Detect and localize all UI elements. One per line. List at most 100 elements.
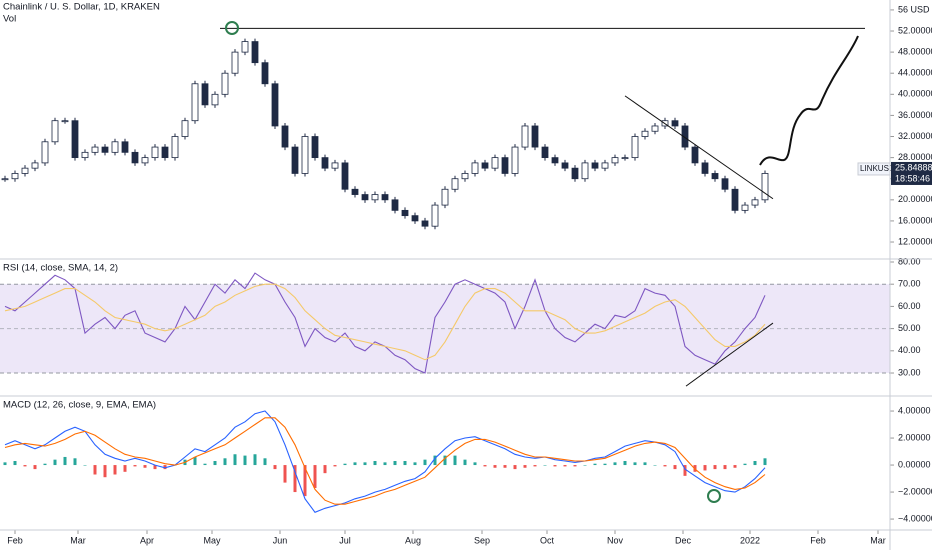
histogram-bar	[643, 462, 647, 466]
candle-body	[281, 125, 289, 148]
candle-body	[551, 157, 559, 164]
y-tick-label: 56 USD	[898, 4, 930, 14]
candle-body	[321, 157, 329, 169]
price-tag	[891, 161, 932, 185]
histogram-bar	[663, 465, 667, 467]
histogram-bar	[743, 463, 747, 466]
histogram-bar	[353, 462, 357, 466]
y-tick-label: 70.00	[898, 279, 921, 289]
y-tick-label: −2.00000	[898, 486, 932, 496]
histogram-bar	[143, 465, 147, 468]
candle-body	[271, 83, 279, 127]
candle-body	[161, 146, 169, 159]
y-tick-label: 32.00000	[898, 131, 932, 141]
histogram-bar	[53, 459, 57, 466]
histogram-bar	[83, 465, 87, 466]
candle-body	[331, 162, 339, 169]
histogram-bar	[533, 465, 537, 467]
histogram-bar	[293, 465, 297, 493]
histogram-bar	[673, 465, 677, 470]
histogram-bar	[733, 465, 737, 468]
candle-body	[291, 146, 299, 174]
histogram-bar	[703, 465, 707, 471]
x-tick-label: Sep	[474, 535, 490, 545]
candle-body	[211, 93, 219, 106]
candle-body	[431, 204, 439, 227]
histogram-bar	[33, 465, 37, 470]
histogram-bar	[603, 463, 607, 466]
histogram-bar	[333, 465, 337, 467]
y-tick-label: 40.00	[898, 345, 921, 355]
y-tick-label: 80.00	[898, 256, 921, 266]
histogram-bar	[23, 465, 27, 467]
y-tick-label: 40.00000	[898, 89, 932, 99]
histogram-bar	[483, 465, 487, 467]
histogram-bar	[543, 465, 547, 466]
candle-body	[501, 157, 509, 174]
candle-body	[51, 120, 59, 143]
candle-body	[601, 162, 609, 169]
candle-body	[181, 120, 189, 137]
trend-line	[685, 322, 774, 387]
freehand-arrow	[759, 35, 859, 166]
x-tick-label: Oct	[540, 535, 555, 545]
histogram-bar	[43, 463, 47, 466]
candle-body	[751, 199, 759, 206]
x-tick-label: Jun	[273, 535, 288, 545]
histogram-bar	[463, 459, 467, 466]
candle-body	[631, 136, 639, 159]
candle-body	[681, 125, 689, 148]
x-tick-label: May	[203, 535, 221, 545]
rsi-title: RSI (14, close, SMA, 14, 2)	[3, 263, 118, 274]
histogram-bar	[383, 462, 387, 466]
histogram-bar	[283, 465, 287, 483]
candle-body	[21, 167, 29, 174]
histogram-bar	[213, 461, 217, 466]
histogram-bar	[253, 454, 257, 466]
histogram-bar	[193, 456, 197, 466]
x-tick-label: 2022	[740, 535, 760, 545]
candle-body	[411, 215, 419, 222]
histogram-bar	[273, 465, 277, 470]
candle-body	[71, 120, 79, 159]
candle-body	[101, 146, 109, 153]
histogram-bar	[3, 462, 7, 466]
histogram-bar	[523, 465, 527, 468]
candle-body	[361, 194, 369, 201]
candle-body	[741, 204, 749, 211]
histogram-bar	[683, 465, 687, 476]
candle-body	[581, 162, 589, 180]
series-line	[4, 417, 766, 505]
candle-body	[511, 146, 519, 174]
y-tick-label: 20.00000	[898, 194, 932, 204]
histogram-bar	[433, 455, 437, 466]
candle-body	[91, 146, 99, 153]
histogram-bar	[623, 461, 627, 466]
candle-body	[251, 41, 259, 64]
y-tick-label: 12.00000	[898, 236, 932, 246]
candle-body	[61, 120, 69, 123]
y-tick-label: 28.00000	[898, 152, 932, 162]
candle-body	[701, 162, 709, 174]
histogram-bar	[223, 458, 227, 466]
candle-body	[371, 194, 379, 201]
candle-body	[11, 173, 19, 180]
histogram-bar	[503, 465, 507, 468]
histogram-bar	[163, 465, 167, 470]
x-tick-label: Apr	[140, 535, 154, 545]
countdown-label: 18:58:46	[895, 173, 930, 183]
candle-body	[641, 130, 649, 137]
candle-body	[481, 162, 489, 169]
highlight-circle	[225, 21, 239, 35]
price-label: 25.84888	[895, 162, 932, 172]
histogram-bar	[423, 459, 427, 466]
histogram-bar	[93, 465, 97, 475]
x-tick-label: Feb	[810, 535, 826, 545]
histogram-bar	[753, 461, 757, 466]
histogram-bar	[593, 463, 597, 466]
histogram-bar	[123, 465, 127, 472]
histogram-bar	[243, 455, 247, 466]
x-tick-label: Dec	[675, 535, 692, 545]
histogram-bar	[553, 465, 557, 467]
